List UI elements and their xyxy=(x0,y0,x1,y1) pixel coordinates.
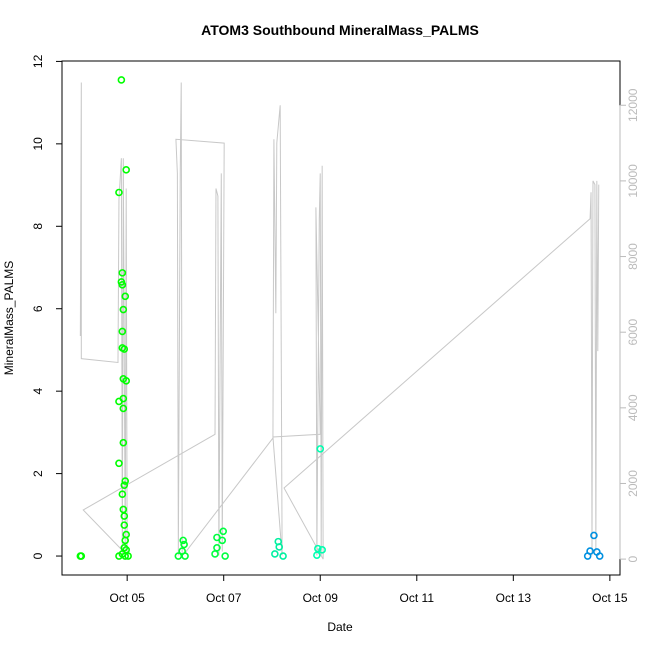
point xyxy=(181,552,189,560)
y-tick-label: 2 xyxy=(31,470,45,477)
point xyxy=(120,512,129,520)
x-tick-label: Oct 13 xyxy=(496,591,532,605)
point xyxy=(275,543,284,551)
point xyxy=(118,327,127,336)
point xyxy=(279,552,287,560)
point xyxy=(316,445,325,453)
point xyxy=(595,552,604,560)
point xyxy=(121,292,130,301)
x-axis-label: Date xyxy=(327,620,353,634)
y-tick-label: 12 xyxy=(31,54,45,68)
point xyxy=(119,438,128,447)
point xyxy=(124,552,132,560)
point xyxy=(120,481,129,489)
point xyxy=(120,345,129,353)
point xyxy=(180,540,188,549)
point xyxy=(271,550,279,558)
altitude-line xyxy=(79,82,600,560)
point xyxy=(77,552,86,560)
point xyxy=(211,550,219,558)
chart-title: ATOM3 Southbound MineralMass_PALMS xyxy=(201,22,479,38)
point xyxy=(119,305,128,314)
point xyxy=(313,551,321,560)
point xyxy=(590,531,598,540)
point xyxy=(115,459,123,468)
point xyxy=(118,490,127,499)
point xyxy=(120,521,129,529)
x-tick-label: Oct 07 xyxy=(206,591,242,605)
point xyxy=(121,477,130,485)
point xyxy=(218,536,227,545)
y-tick-label: 4 xyxy=(31,388,45,395)
y2-tick-label: 2000 xyxy=(626,470,640,497)
y2-tick-label: 6000 xyxy=(626,319,640,346)
point xyxy=(121,536,130,545)
point xyxy=(318,546,326,554)
point xyxy=(115,188,123,197)
point xyxy=(118,281,127,289)
point xyxy=(122,166,130,174)
point xyxy=(119,394,128,403)
x-tick-label: Oct 15 xyxy=(592,591,628,605)
point xyxy=(119,404,128,413)
x-tick-label: Oct 05 xyxy=(109,591,145,605)
point xyxy=(118,269,127,277)
point xyxy=(221,552,229,560)
y-axis-label: MineralMass_PALMS xyxy=(2,261,16,375)
y2-tick-label: 0 xyxy=(626,555,640,562)
y-tick-label: 0 xyxy=(31,552,45,559)
y2-tick-label: 12000 xyxy=(626,88,640,122)
y-tick-label: 6 xyxy=(31,305,45,312)
point xyxy=(117,76,126,84)
y2-tick-label: 8000 xyxy=(626,243,640,270)
point xyxy=(219,527,228,536)
y2-tick-label: 4000 xyxy=(626,394,640,421)
x-tick-label: Oct 09 xyxy=(303,591,339,605)
point xyxy=(179,536,187,545)
point xyxy=(121,552,130,560)
x-tick-label: Oct 11 xyxy=(400,591,435,605)
point xyxy=(122,377,130,385)
y-tick-label: 10 xyxy=(31,137,45,151)
y2-tick-label: 10000 xyxy=(626,164,640,198)
point xyxy=(583,552,592,560)
y-tick-label: 8 xyxy=(31,223,45,230)
